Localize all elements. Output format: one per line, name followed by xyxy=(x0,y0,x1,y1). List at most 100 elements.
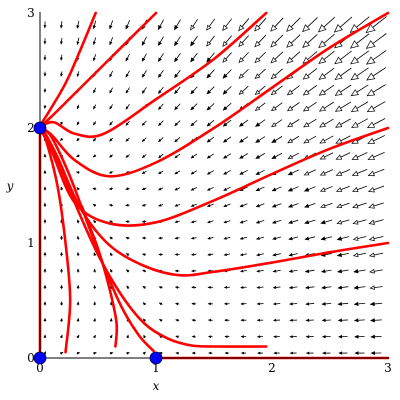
field-arrow xyxy=(109,220,113,224)
field-arrow xyxy=(302,101,317,112)
field-arrow xyxy=(43,218,47,224)
field-arrow xyxy=(353,301,366,307)
field-arrow xyxy=(174,52,181,63)
field-arrow xyxy=(240,302,247,306)
field-arrow xyxy=(43,88,47,93)
field-arrow xyxy=(337,269,349,274)
field-arrow xyxy=(174,253,180,256)
field-arrow xyxy=(109,334,113,339)
field-arrow xyxy=(271,136,283,144)
field-arrow xyxy=(239,236,248,240)
trajectory-curve xyxy=(38,11,158,129)
field-arrow xyxy=(304,269,315,273)
field-arrow xyxy=(320,269,332,274)
trajectory-curve xyxy=(38,126,268,348)
field-arrow xyxy=(158,53,164,62)
field-arrow xyxy=(336,202,350,209)
field-arrow xyxy=(142,302,146,306)
field-arrow xyxy=(318,50,335,65)
field-arrow xyxy=(43,251,47,257)
field-arrow xyxy=(142,318,147,322)
field-arrow xyxy=(141,220,147,224)
field-arrow xyxy=(254,34,267,48)
equilibrium-points xyxy=(33,121,163,365)
field-arrow xyxy=(271,219,282,224)
field-arrow xyxy=(92,137,97,142)
field-arrow xyxy=(92,20,97,30)
field-arrow xyxy=(270,102,283,112)
equilibrium-point xyxy=(33,351,47,365)
field-arrow xyxy=(238,119,249,127)
field-arrow xyxy=(60,71,63,77)
field-arrow xyxy=(206,119,215,127)
field-arrow xyxy=(224,318,230,322)
field-arrow xyxy=(206,35,215,47)
field-arrow xyxy=(289,318,298,322)
trajectory-curve xyxy=(38,11,268,139)
field-arrow xyxy=(256,253,264,257)
field-arrow xyxy=(318,101,334,112)
field-arrow xyxy=(255,169,265,175)
field-arrow xyxy=(336,252,349,257)
field-arrow xyxy=(190,220,197,224)
y-tick-label: 0 xyxy=(27,351,35,365)
field-arrow xyxy=(109,351,114,355)
field-arrow xyxy=(141,53,147,62)
field-arrow xyxy=(190,153,198,159)
field-arrow xyxy=(75,154,80,157)
field-arrow xyxy=(223,203,231,207)
y-tick-label: 2 xyxy=(27,121,35,135)
x-tick-label: 3 xyxy=(384,361,392,375)
field-arrow xyxy=(222,18,233,31)
field-arrow xyxy=(367,185,385,193)
field-arrow xyxy=(272,285,281,290)
trajectory-curve xyxy=(38,126,390,227)
field-arrow xyxy=(254,119,266,127)
field-arrow xyxy=(190,120,198,127)
field-arrow xyxy=(240,351,247,355)
field-arrow xyxy=(272,253,281,257)
field-arrow xyxy=(157,36,164,47)
field-arrow xyxy=(43,268,47,273)
field-arrow xyxy=(351,185,368,193)
field-arrow xyxy=(206,52,215,63)
trajectory-curve xyxy=(80,204,119,348)
field-arrow xyxy=(109,317,113,322)
field-arrow xyxy=(287,186,299,192)
field-arrow xyxy=(191,269,197,273)
field-arrow xyxy=(271,186,282,192)
field-arrow xyxy=(335,135,351,144)
field-arrow xyxy=(191,335,196,339)
field-arrow xyxy=(272,302,281,306)
field-arrow xyxy=(174,69,181,79)
field-arrow xyxy=(76,20,80,29)
field-arrow xyxy=(141,36,147,46)
field-arrow xyxy=(287,135,300,144)
field-arrow xyxy=(270,85,283,96)
field-arrow xyxy=(60,284,63,290)
field-arrow xyxy=(158,253,163,256)
field-arrow xyxy=(93,301,97,306)
field-arrow xyxy=(256,269,264,273)
field-arrow xyxy=(286,85,300,96)
field-arrow xyxy=(60,251,63,257)
y-tick-label: 1 xyxy=(27,236,35,250)
field-arrow xyxy=(270,51,284,64)
field-arrow xyxy=(174,153,181,159)
field-arrow xyxy=(369,285,383,290)
field-arrow xyxy=(240,335,247,339)
field-arrow xyxy=(126,352,130,355)
field-arrow xyxy=(321,318,331,323)
field-arrow xyxy=(367,151,385,160)
trajectories xyxy=(38,11,390,360)
field-arrow xyxy=(321,285,332,290)
field-arrow xyxy=(76,219,80,224)
field-arrow xyxy=(353,285,366,290)
field-arrow xyxy=(289,302,298,306)
field-arrow xyxy=(141,203,147,207)
field-arrow xyxy=(273,318,281,322)
field-arrow xyxy=(207,335,213,339)
field-arrow xyxy=(60,186,64,191)
field-arrow xyxy=(206,203,214,207)
field-arrow xyxy=(223,170,231,175)
